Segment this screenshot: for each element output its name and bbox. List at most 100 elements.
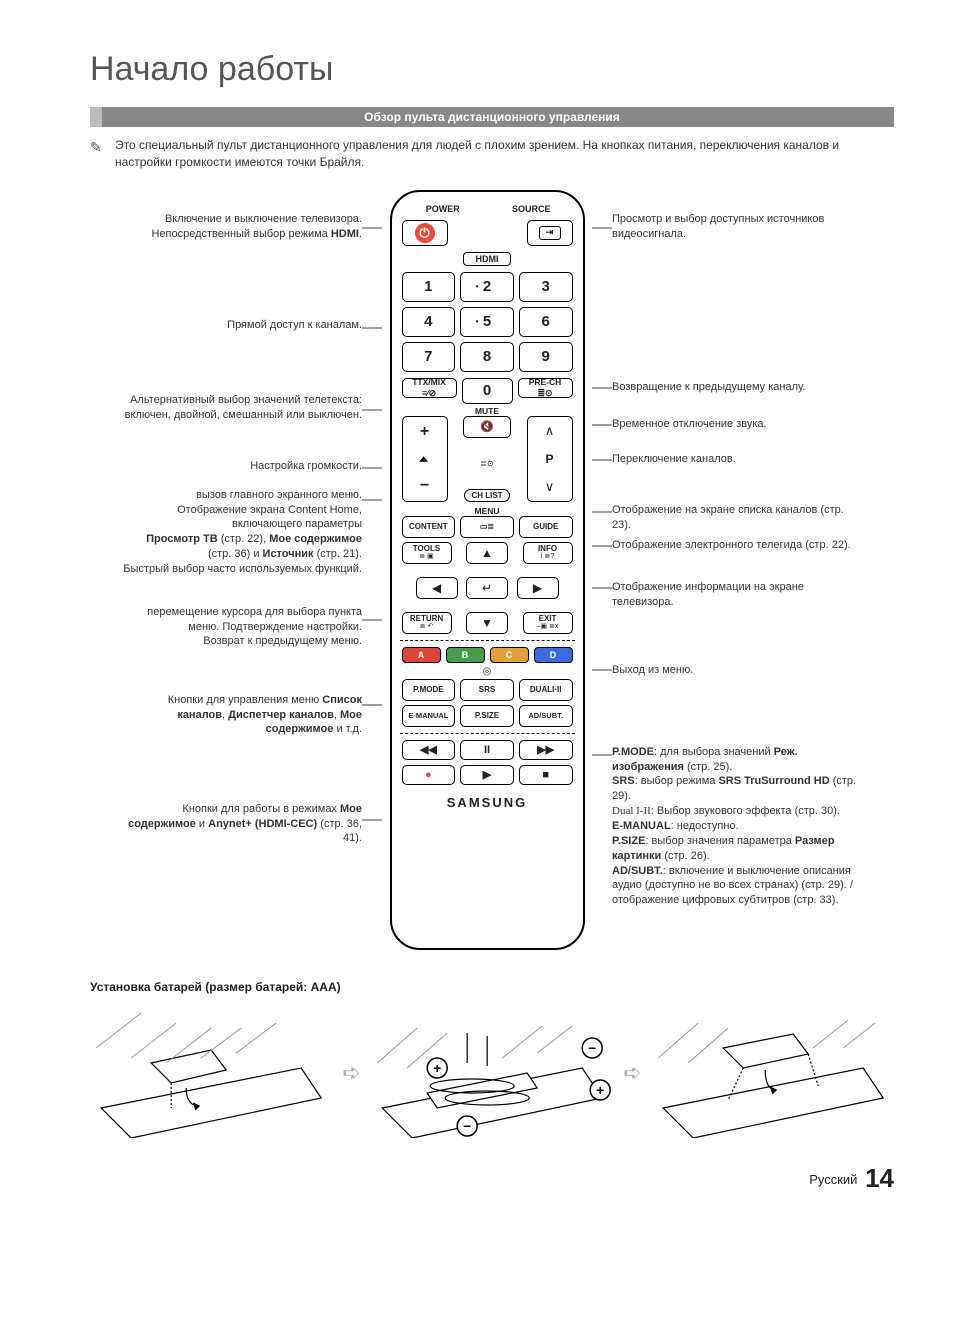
- ch-down-icon: ∨: [545, 479, 555, 495]
- volume-rocker[interactable]: + ◀ −: [402, 416, 448, 502]
- pause-button[interactable]: II: [460, 740, 514, 760]
- page-title: Начало работы: [90, 50, 894, 89]
- page-footer: Русский 14: [90, 1163, 894, 1194]
- color-c-button[interactable]: C: [490, 647, 529, 663]
- menu-label: MENU: [402, 506, 573, 516]
- ffwd-button[interactable]: ▶▶: [519, 740, 573, 760]
- section-header-bar: Обзор пульта дистанционного управления: [90, 107, 894, 127]
- ch-up-icon: ∧: [545, 423, 555, 439]
- callout-right-4: Отображение на экране списка каналов (ст…: [612, 503, 862, 533]
- color-a-button[interactable]: A: [402, 647, 441, 663]
- menu-button[interactable]: ▭≣: [460, 516, 514, 538]
- ttx-label: TTX/MIX: [412, 377, 446, 387]
- nav-down-button[interactable]: ▼: [466, 612, 508, 634]
- num-7-button[interactable]: 7: [402, 342, 456, 372]
- color-b-button[interactable]: B: [446, 647, 485, 663]
- srs-button[interactable]: SRS: [460, 679, 514, 701]
- content-button[interactable]: CONTENT: [402, 516, 456, 538]
- section-header-text: Обзор пульта дистанционного управления: [364, 110, 620, 124]
- callout-left-2: Альтернативный выбор значений телетекста…: [122, 393, 362, 423]
- mute-label: MUTE: [402, 406, 573, 416]
- vol-icon: ◀: [417, 456, 431, 462]
- num-5-button[interactable]: •5: [460, 307, 514, 337]
- vol-minus-icon: −: [420, 477, 429, 495]
- svg-text:−: −: [588, 1040, 596, 1056]
- intro-note: Это специальный пульт дистанционного упр…: [90, 137, 894, 172]
- prech-label: PRE-CH: [529, 377, 562, 387]
- tools-button[interactable]: TOOLS≣ ▣: [402, 542, 452, 564]
- hdmi-button[interactable]: HDMI: [463, 252, 511, 266]
- return-button[interactable]: RETURN≣ ↶: [402, 612, 452, 634]
- num-4-button[interactable]: 4: [402, 307, 456, 337]
- prech-icon: ≣⊙: [537, 388, 552, 399]
- callout-right-2: Временное отключение звука.: [612, 417, 862, 432]
- stop-button[interactable]: ■: [519, 765, 573, 785]
- info-icon: i ≣?: [541, 553, 554, 560]
- psize-button[interactable]: P.SIZE: [460, 705, 514, 727]
- callout-left-5: перемещение курсора для выбора пункта ме…: [122, 605, 362, 650]
- adsubt-button[interactable]: AD/SUBT.: [519, 705, 573, 727]
- arrow-icon-1: ➪: [342, 1060, 360, 1086]
- battery-section: Установка батарей (размер батарей: AAA) …: [90, 980, 894, 1138]
- svg-text:+: +: [433, 1060, 441, 1076]
- exit-icon: –▣ ≣x: [537, 623, 559, 630]
- battery-step-1: [90, 1008, 332, 1138]
- power-icon: ⏻: [415, 223, 435, 243]
- remote-diagram: Включение и выключение телевизора.Непоср…: [90, 190, 894, 950]
- zero-button[interactable]: 0: [462, 378, 513, 404]
- num-8-button[interactable]: 8: [460, 342, 514, 372]
- brand-logo: SAMSUNG: [402, 795, 573, 810]
- battery-step-3: [652, 1008, 894, 1138]
- callout-left-0: Включение и выключение телевизора.Непоср…: [122, 212, 362, 242]
- mute-button[interactable]: 🔇: [463, 416, 511, 438]
- exit-button[interactable]: EXIT–▣ ≣x: [523, 612, 573, 634]
- color-d-button[interactable]: D: [534, 647, 573, 663]
- callout-right-7: Выход из меню.: [612, 663, 862, 678]
- sub-icons: ≣⊙: [480, 459, 493, 468]
- guide-button[interactable]: GUIDE: [519, 516, 573, 538]
- nav-right-button[interactable]: ▶: [517, 577, 559, 599]
- num-3-button[interactable]: 3: [519, 272, 573, 302]
- remote-control: POWER SOURCE ⏻ ⇥ HDMI 1•234•56789 TTX/MI…: [390, 190, 585, 950]
- nav-up-button[interactable]: ▲: [466, 542, 508, 564]
- footer-language: Русский: [809, 1172, 857, 1187]
- num-6-button[interactable]: 6: [519, 307, 573, 337]
- power-button[interactable]: ⏻: [402, 220, 448, 246]
- vol-plus-icon: +: [420, 423, 429, 441]
- callout-right-6: Отображение информации на экране телевиз…: [612, 580, 862, 610]
- pmode-button[interactable]: P.MODE: [402, 679, 456, 701]
- nav-ok-button[interactable]: ↵: [466, 577, 508, 599]
- mute-icon: 🔇: [480, 420, 494, 433]
- footer-page-number: 14: [865, 1163, 894, 1193]
- source-icon: ⇥: [539, 226, 561, 240]
- dual-button[interactable]: DUALI·II: [519, 679, 573, 701]
- callout-right-1: Возвращение к предыдущему каналу.: [612, 380, 862, 395]
- callout-right-0: Просмотр и выбор доступных источников ви…: [612, 212, 862, 242]
- nav-left-button[interactable]: ◀: [416, 577, 458, 599]
- source-button[interactable]: ⇥: [527, 220, 573, 246]
- callout-left-6: Кнопки для управления меню Список канало…: [122, 693, 362, 738]
- channel-rocker[interactable]: ∧ P ∨: [527, 416, 573, 502]
- play-button[interactable]: ▶: [460, 765, 514, 785]
- ch-list-button[interactable]: CH LIST: [464, 489, 509, 502]
- power-label: POWER: [402, 204, 485, 214]
- callout-right-8: P.MODE: для выбора значений Реж. изображ…: [612, 745, 862, 908]
- info-button[interactable]: INFOi ≣?: [523, 542, 573, 564]
- arrow-icon-2: ➪: [623, 1060, 641, 1086]
- emanual-button[interactable]: E-MANUAL: [402, 705, 456, 727]
- num-9-button[interactable]: 9: [519, 342, 573, 372]
- num-2-button[interactable]: •2: [460, 272, 514, 302]
- svg-text:−: −: [463, 1118, 471, 1134]
- pre-ch-button[interactable]: PRE-CH ≣⊙: [518, 378, 573, 398]
- num-1-button[interactable]: 1: [402, 272, 456, 302]
- ttx-mix-button[interactable]: TTX/MIX ≡⁄⊘: [402, 378, 457, 398]
- battery-step-2: + − − +: [371, 1008, 613, 1138]
- rewind-button[interactable]: ◀◀: [402, 740, 456, 760]
- callout-left-7: Кнопки для работы в режимах Мое содержим…: [122, 802, 362, 847]
- callout-right-3: Переключение каналов.: [612, 452, 862, 467]
- record-button[interactable]: ●: [402, 765, 456, 785]
- callout-right-5: Отображение электронного телегида (стр. …: [612, 538, 862, 553]
- camera-icon: ◎: [402, 666, 573, 677]
- divider-2: [400, 733, 575, 734]
- callout-left-3: Настройка громкости.: [122, 459, 362, 474]
